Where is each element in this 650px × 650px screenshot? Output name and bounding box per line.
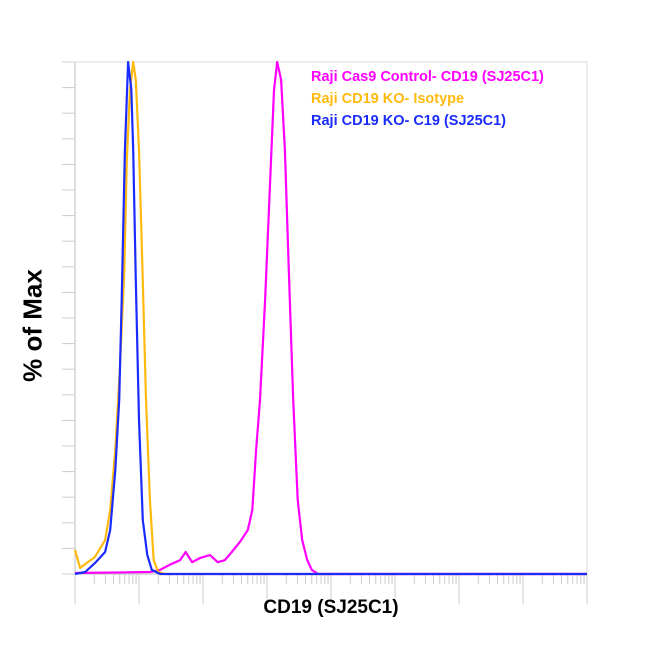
- y-axis-label: % of Max: [17, 269, 48, 382]
- legend: Raji Cas9 Control- CD19 (SJ25C1) Raji CD…: [311, 66, 544, 132]
- plot-frame: [74, 61, 588, 575]
- x-axis-label: CD19 (SJ25C1): [263, 597, 399, 618]
- series-line-1: [73, 60, 587, 576]
- legend-entry-ko-isotype: Raji CD19 KO- Isotype: [311, 91, 465, 107]
- series-lines: [73, 60, 587, 576]
- legend-entry-cas9-control: Raji Cas9 Control- CD19 (SJ25C1): [311, 69, 544, 85]
- series-line-2: [74, 60, 587, 576]
- axes: [62, 61, 588, 604]
- legend-entry-ko-cd19: Raji CD19 KO- C19 (SJ25C1): [311, 113, 507, 129]
- series-line-0: [74, 60, 587, 576]
